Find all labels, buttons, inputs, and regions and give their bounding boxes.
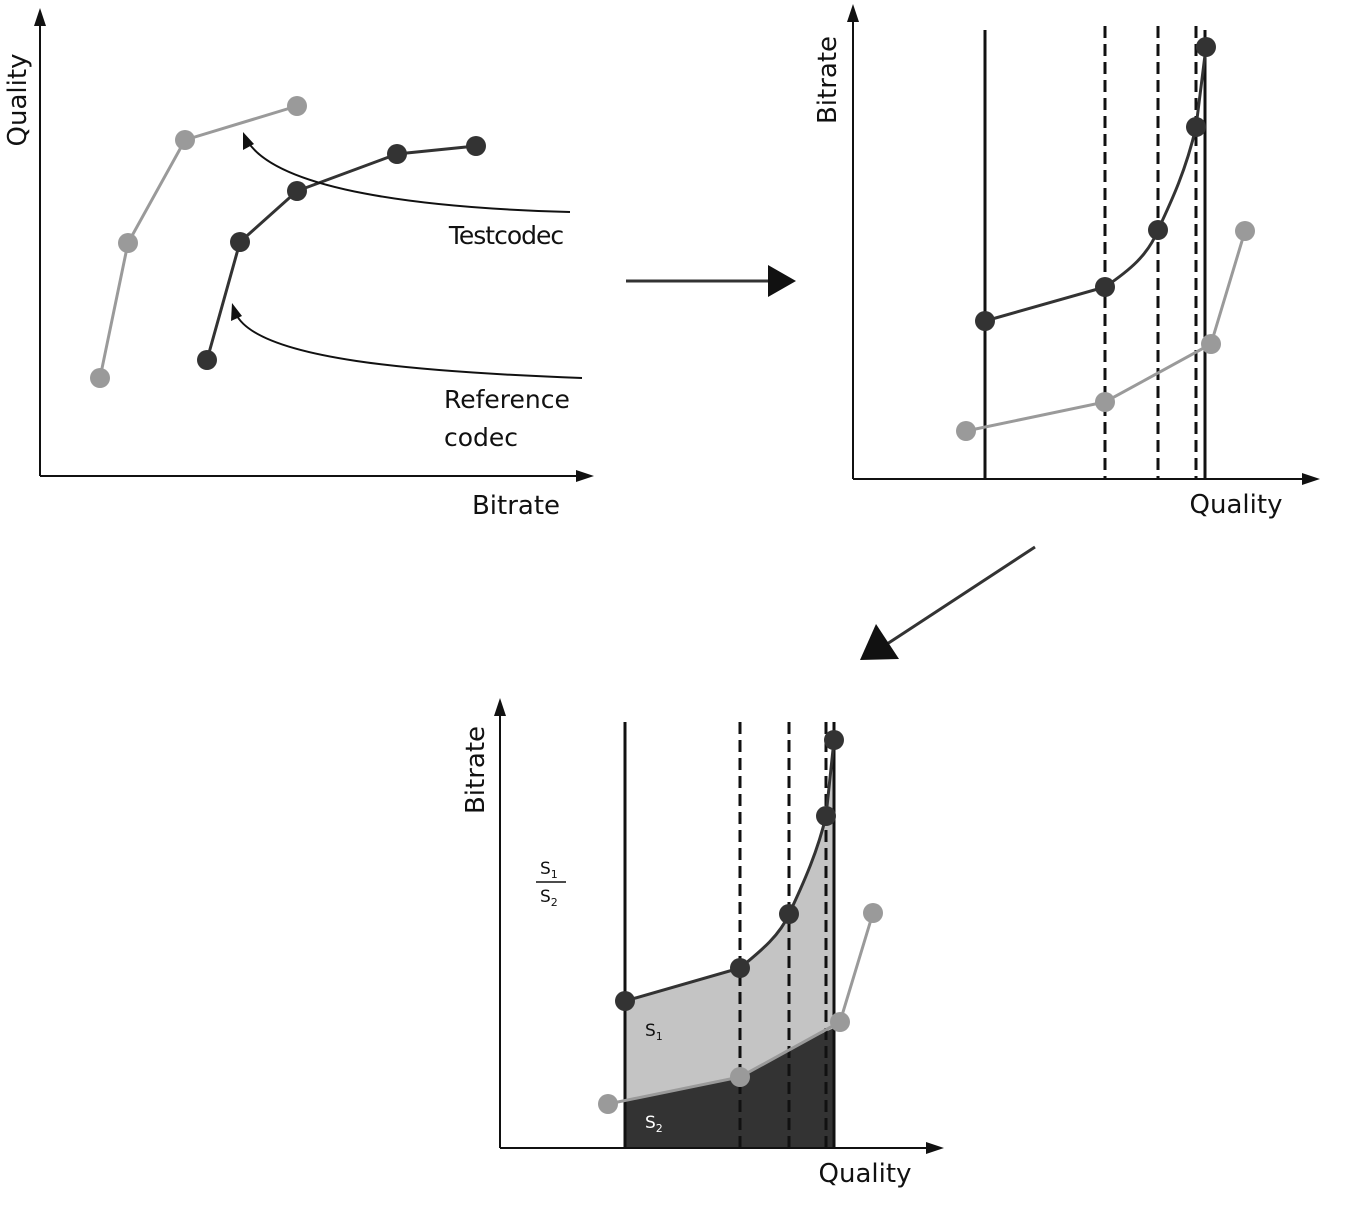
panel2-reference-point xyxy=(975,311,995,331)
panel2-reference-codec-curve xyxy=(984,46,1208,323)
panel1-reference-point xyxy=(197,350,217,370)
panel2-test-codec-curve xyxy=(965,230,1247,433)
panel3-x-axis-label: Quality xyxy=(819,1159,912,1189)
panel3-reference-point xyxy=(824,730,844,750)
panel1-test-codec-label: Testcodec xyxy=(448,221,564,250)
panel3-y-axis-arrowhead xyxy=(494,698,506,716)
panel1-reference-point xyxy=(230,232,250,252)
panel1-test-codec-pointer-arrowhead xyxy=(243,132,254,150)
panel2-y-axis-label: Bitrate xyxy=(813,36,843,124)
panel1-test-point xyxy=(90,368,110,388)
panel2-reference-point xyxy=(1196,37,1216,57)
panel2-test-point xyxy=(1235,221,1255,241)
panel2-reference-point xyxy=(1148,220,1168,240)
transition-arrow-down-left xyxy=(860,545,1036,660)
area-s1-label: S1 xyxy=(645,1021,663,1043)
area-s2 xyxy=(625,1028,834,1148)
panel3-x-axis-arrowhead xyxy=(926,1142,944,1154)
panel2-y-axis-arrowhead xyxy=(847,4,859,22)
svg-text:S1: S1 xyxy=(540,859,558,881)
panel3-reference-point xyxy=(615,991,635,1011)
panel1-reference-codec-label-line2: codec xyxy=(444,423,518,452)
panel1-y-axis-label: Quality xyxy=(3,54,33,147)
panel-quality-bitrate: Bitrate Quality xyxy=(813,4,1320,520)
panel1-reference-point xyxy=(287,181,307,201)
ratio-denominator-subscript: 2 xyxy=(551,896,558,909)
panel1-reference-codec-label-line1: Reference xyxy=(444,385,570,414)
panel1-reference-codec-pointer xyxy=(235,313,583,379)
panel1-reference-point xyxy=(466,136,486,156)
ratio-numerator-subscript: 1 xyxy=(551,868,558,881)
svg-text:S2: S2 xyxy=(540,887,558,909)
panel1-test-codec-pointer xyxy=(247,141,571,213)
panel1-test-point xyxy=(118,233,138,253)
area-s1 xyxy=(625,740,834,1101)
panel3-test-point xyxy=(830,1012,850,1032)
panel3-reference-point xyxy=(730,958,750,978)
panel3-test-point xyxy=(730,1067,750,1087)
panel2-test-point xyxy=(1095,392,1115,412)
panel2-x-axis-arrowhead xyxy=(1302,473,1320,485)
ratio-label: S1 S2 xyxy=(536,859,566,909)
panel3-test-codec-curve xyxy=(607,912,875,1106)
panel2-reference-point xyxy=(1095,277,1115,297)
panel1-reference-codec-pointer-arrowhead xyxy=(231,303,242,321)
panel1-y-axis-arrowhead xyxy=(34,8,46,26)
area-s2-label: S2 xyxy=(645,1113,663,1135)
panel2-reference-point xyxy=(1186,117,1206,137)
ratio-denominator: S xyxy=(540,887,551,907)
panel2-test-point xyxy=(1201,334,1221,354)
panel1-x-axis-label: Bitrate xyxy=(472,491,560,521)
panel1-reference-point xyxy=(387,144,407,164)
panel1-x-axis-arrowhead xyxy=(576,470,594,482)
panel1-test-point xyxy=(175,130,195,150)
panel3-y-axis-label: Bitrate xyxy=(461,726,491,814)
panel2-x-axis-label: Quality xyxy=(1190,490,1283,520)
panel2-test-point xyxy=(956,421,976,441)
ratio-numerator: S xyxy=(540,859,551,879)
panel3-reference-point xyxy=(816,806,836,826)
panel3-reference-point xyxy=(779,904,799,924)
panel1-test-point xyxy=(287,96,307,116)
panel-rate-quality: Quality Bitrate Testcodec Reference code… xyxy=(3,8,594,521)
panel1-test-codec-curve xyxy=(98,104,298,379)
panel3-test-point xyxy=(863,903,883,923)
transition-arrow-right xyxy=(626,265,796,297)
panel-area-ratio: Bitrate Quality S1 S2 xyxy=(461,698,944,1189)
panel3-test-point xyxy=(598,1094,618,1114)
